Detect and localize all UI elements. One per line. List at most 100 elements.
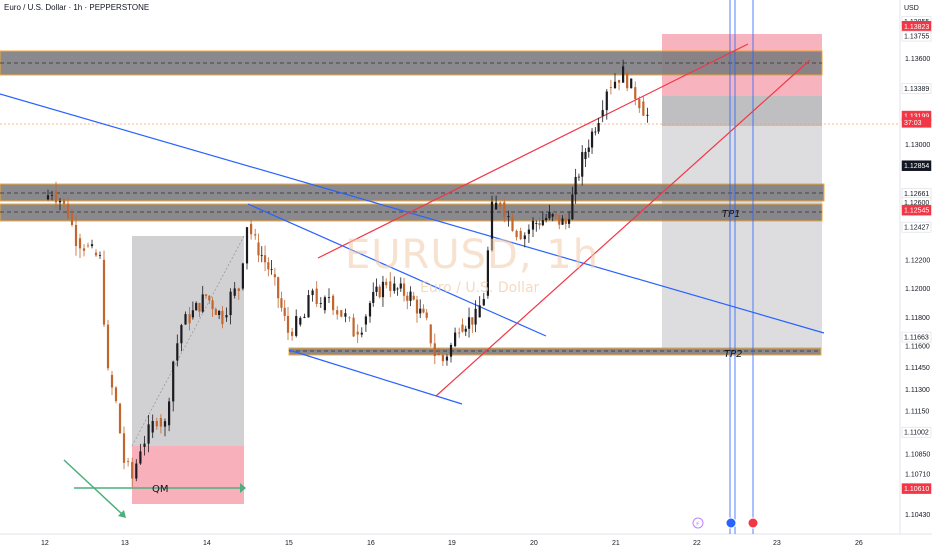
candle-body	[86, 245, 90, 247]
candle-body	[441, 354, 444, 362]
time-tick-label: 16	[367, 540, 375, 547]
candle-body	[445, 356, 449, 361]
candle-body	[548, 211, 551, 219]
candle-body	[98, 255, 102, 256]
candle-body	[295, 316, 298, 336]
candle-body	[437, 353, 440, 355]
time-tick-label: 26	[855, 540, 863, 547]
watermark-name: Euro / U.S. Dollar	[420, 280, 540, 296]
candle-body	[204, 294, 208, 296]
candle-body	[561, 218, 564, 225]
candle-body	[601, 110, 604, 116]
candle-body	[159, 418, 162, 427]
price-tag-label: 1.13199	[904, 114, 929, 121]
candle-body	[110, 374, 114, 388]
price-tick-label: 1.11450	[905, 365, 930, 372]
price-tag-label: 1.12545	[904, 208, 929, 215]
candle-body	[180, 325, 183, 344]
candle-body	[208, 295, 211, 301]
candle-body	[245, 227, 249, 264]
candle-body	[368, 303, 372, 317]
candle-body	[385, 281, 388, 286]
candle-body	[577, 176, 581, 178]
candle-body	[564, 218, 567, 224]
candle-body	[422, 308, 425, 313]
candle-body	[188, 314, 191, 324]
candle-body	[638, 99, 641, 109]
qm-loss-zone	[132, 446, 244, 504]
candle-body	[66, 203, 70, 219]
price-tick-label: 1.10710	[905, 472, 930, 479]
price-tag-label: 1.13389	[904, 86, 929, 93]
candle-body	[626, 72, 629, 89]
price-tick-label: 1.11150	[905, 408, 929, 415]
candle-body	[299, 317, 302, 325]
flash-icon[interactable]	[692, 517, 704, 529]
candle-body	[507, 216, 510, 218]
time-tick-label: 14	[203, 540, 211, 547]
candle-body	[58, 200, 62, 203]
candle-body	[319, 303, 322, 304]
candle-body	[467, 317, 471, 329]
price-axis: 1.13600 1.13000 1.12200 1.12000 1.11800 1.116…	[905, 56, 930, 519]
candle-body	[233, 288, 236, 296]
candle-body	[172, 361, 175, 402]
price-tag: 1.12545	[901, 204, 932, 216]
price-tag: 37:03	[901, 117, 932, 128]
candle-body	[402, 283, 406, 296]
candle-body	[131, 462, 134, 479]
eu-event-icon[interactable]	[725, 517, 737, 529]
price-tick-label: 1.12000	[905, 286, 930, 293]
candle-body	[396, 288, 399, 290]
candle-body	[303, 316, 306, 318]
candle-body	[283, 307, 286, 316]
candle-body	[605, 91, 608, 111]
candle-body	[554, 214, 558, 216]
candle-body	[545, 218, 548, 221]
blue-downtrend-line	[0, 93, 825, 334]
candle-body	[229, 291, 232, 316]
candle-body	[74, 224, 78, 246]
candle-body	[471, 317, 474, 325]
candle-body	[584, 151, 587, 160]
price-tag-label: 1.10610	[904, 486, 929, 493]
candle-body	[195, 303, 198, 311]
candle-body	[464, 328, 467, 332]
candle-body	[630, 78, 633, 89]
candle-body	[567, 219, 571, 224]
price-tick-label: 1.13600	[905, 56, 930, 63]
price-tag: 1.12661	[901, 188, 932, 199]
candle-body	[378, 286, 381, 298]
candle-body	[393, 283, 396, 291]
candle-body	[254, 234, 257, 236]
candle-body	[147, 424, 150, 444]
candle-body	[82, 248, 86, 251]
candle-body	[90, 244, 94, 247]
candle-body	[50, 195, 54, 196]
candle-body	[311, 290, 314, 296]
price-tag-label: 37:03	[904, 120, 922, 127]
candle-body	[286, 315, 290, 333]
price-tag-label: 1.11663	[904, 335, 929, 342]
candle-body	[241, 263, 244, 289]
price-tick-label: 1.10850	[905, 452, 930, 459]
candle-body	[263, 255, 267, 263]
candle-body	[574, 176, 577, 195]
candle-body	[609, 87, 612, 89]
candle-body	[360, 332, 363, 335]
candle-body	[225, 315, 228, 318]
candle-body	[594, 131, 597, 133]
candle-body	[425, 312, 428, 318]
resistance-band-mid	[0, 183, 825, 202]
candle-body	[551, 214, 554, 217]
candle-body	[474, 308, 477, 325]
candle-body	[642, 101, 645, 116]
candle-body	[571, 194, 574, 220]
price-tag: 1.12427	[901, 221, 932, 233]
us-event-icon[interactable]	[747, 517, 759, 529]
candle-body	[381, 281, 385, 298]
candle-body	[634, 87, 637, 100]
candle-body	[122, 433, 126, 463]
